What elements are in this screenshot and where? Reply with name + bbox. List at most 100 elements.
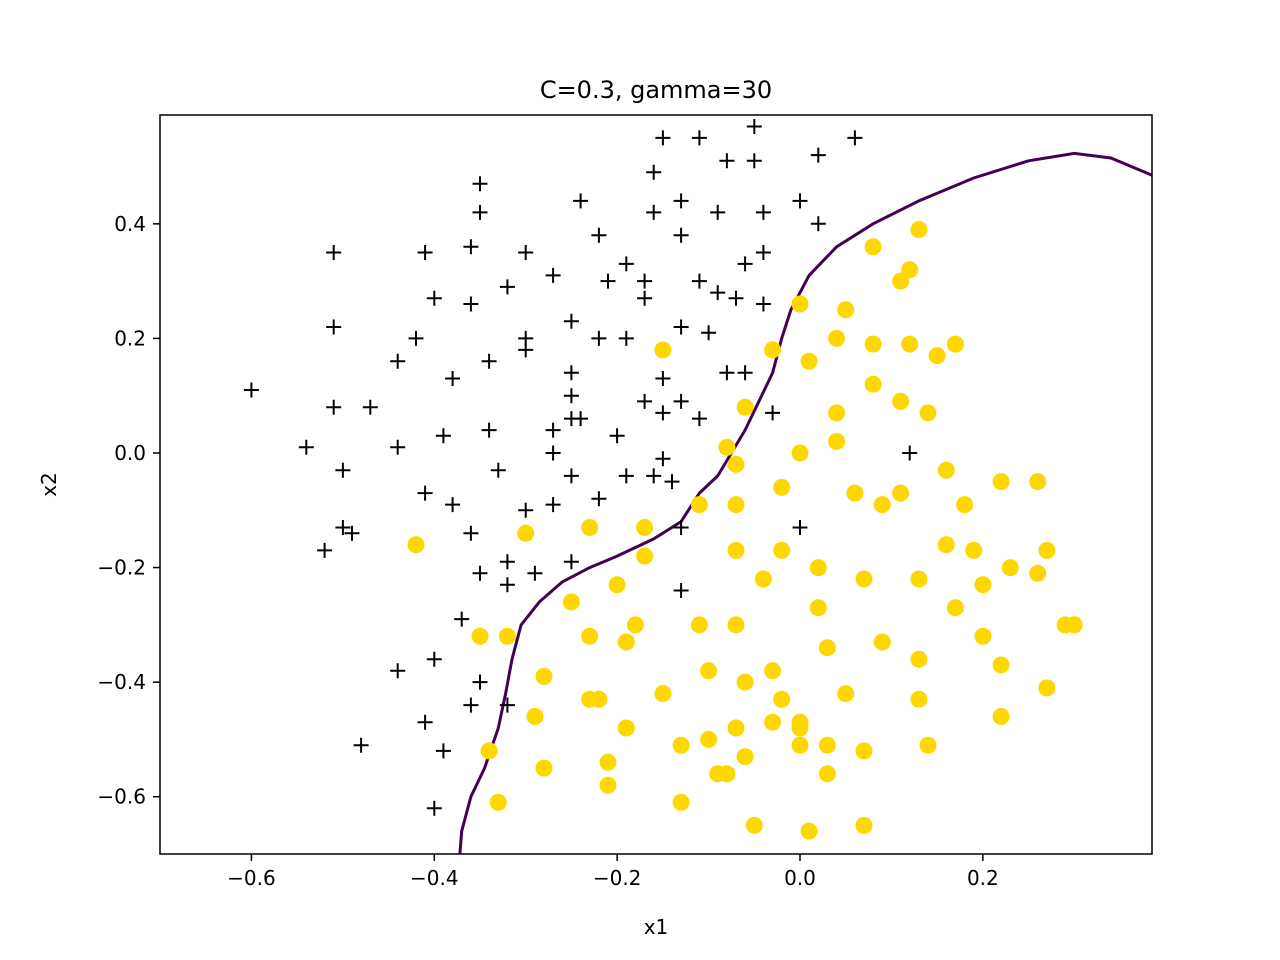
negative-point — [617, 633, 635, 651]
positive-point — [518, 342, 534, 358]
negative-point — [480, 742, 498, 760]
negative-point — [718, 765, 736, 783]
positive-point — [472, 204, 488, 220]
negative-point — [526, 708, 544, 725]
positive-point — [618, 468, 634, 484]
negative-point — [1038, 541, 1056, 559]
negative-point — [892, 392, 910, 410]
positive-point — [755, 296, 771, 312]
negative-point — [690, 616, 708, 634]
negative-point — [745, 816, 763, 834]
positive-point — [362, 399, 378, 415]
negative-point — [956, 496, 974, 514]
positive-point — [591, 330, 607, 346]
negative-point — [581, 627, 599, 645]
negative-point — [700, 730, 718, 748]
negative-point — [562, 593, 580, 611]
positive-point — [527, 565, 543, 581]
negative-point — [535, 759, 553, 777]
positive-point — [655, 405, 671, 421]
y-tick-label: −0.6 — [97, 785, 146, 809]
negative-point — [828, 329, 846, 347]
negative-point — [892, 484, 910, 502]
positive-point — [810, 216, 826, 232]
positive-point — [591, 491, 607, 507]
positive-point — [755, 245, 771, 260]
positive-point — [545, 445, 561, 461]
negative-point — [700, 662, 718, 680]
positive-point — [637, 393, 653, 409]
negative-point — [1029, 473, 1047, 491]
negative-point — [791, 295, 809, 313]
positive-point — [499, 577, 515, 593]
axes: −0.6 −0.4 −0.2 0.0 0.2 −0.6 −0.4 −0.2 0.0 0.2 0.4 — [97, 212, 998, 890]
negative-point — [910, 650, 928, 668]
positive-point — [563, 388, 579, 404]
positive-point — [445, 497, 461, 513]
positive-point — [243, 382, 259, 398]
positive-point — [472, 565, 488, 581]
negative-point — [754, 570, 772, 588]
positive-point — [463, 296, 479, 312]
x-tick-label: −0.6 — [227, 866, 276, 890]
negative-point — [800, 352, 818, 370]
negative-point — [626, 616, 644, 634]
positive-point — [344, 525, 360, 541]
positive-point — [646, 468, 662, 484]
positive-point — [755, 204, 771, 220]
negative-point — [864, 335, 882, 353]
decision-boundary-line — [458, 151, 1152, 854]
positive-point — [490, 462, 506, 478]
negative-point — [809, 599, 827, 617]
negative-point — [965, 541, 983, 559]
negative-point — [937, 461, 955, 479]
negative-point — [535, 667, 553, 685]
positive-point — [664, 474, 680, 490]
positive-point — [417, 714, 433, 730]
negative-point — [1029, 564, 1047, 582]
y-tick-label: −0.4 — [97, 670, 146, 694]
negative-point — [818, 765, 836, 783]
positive-point — [463, 525, 479, 541]
negative-point — [791, 719, 809, 737]
positive-point — [463, 697, 479, 713]
x-axis-label: x1 — [644, 915, 669, 939]
positive-point — [573, 411, 589, 427]
positive-point — [591, 227, 607, 243]
x-tick-label: −0.2 — [593, 866, 642, 890]
negative-point — [837, 301, 855, 319]
negative-point — [498, 627, 516, 645]
positive-point — [335, 462, 351, 478]
positive-point — [545, 267, 561, 283]
negative-point — [992, 656, 1010, 674]
positive-point — [563, 365, 579, 381]
positive-point — [673, 227, 689, 243]
negative-point — [919, 404, 937, 422]
positive-point — [472, 674, 488, 690]
positive-point — [728, 290, 744, 306]
negative-point — [828, 433, 846, 450]
y-tick-label: 0.2 — [114, 326, 146, 350]
negative-point — [873, 633, 891, 651]
x-tick-label: 0.0 — [784, 866, 816, 890]
negative-point — [764, 713, 782, 731]
positive-point — [408, 330, 424, 346]
positive-point — [426, 290, 442, 306]
positive-point — [298, 439, 314, 455]
negative-point — [718, 438, 736, 456]
chart-title: C=0.3, gamma=30 — [540, 76, 772, 104]
y-tick-label: −0.2 — [97, 556, 146, 580]
positive-point — [499, 554, 515, 570]
y-axis-label: x2 — [37, 472, 61, 497]
negative-point — [1001, 559, 1019, 577]
negative-point — [727, 496, 745, 514]
positive-point — [673, 319, 689, 335]
negative-point — [608, 576, 626, 594]
negative-point — [800, 822, 818, 840]
positive-point — [792, 520, 808, 535]
negative-point — [599, 753, 617, 771]
positive-point — [746, 119, 762, 134]
negative-point — [727, 719, 745, 737]
negative-point — [873, 496, 891, 514]
